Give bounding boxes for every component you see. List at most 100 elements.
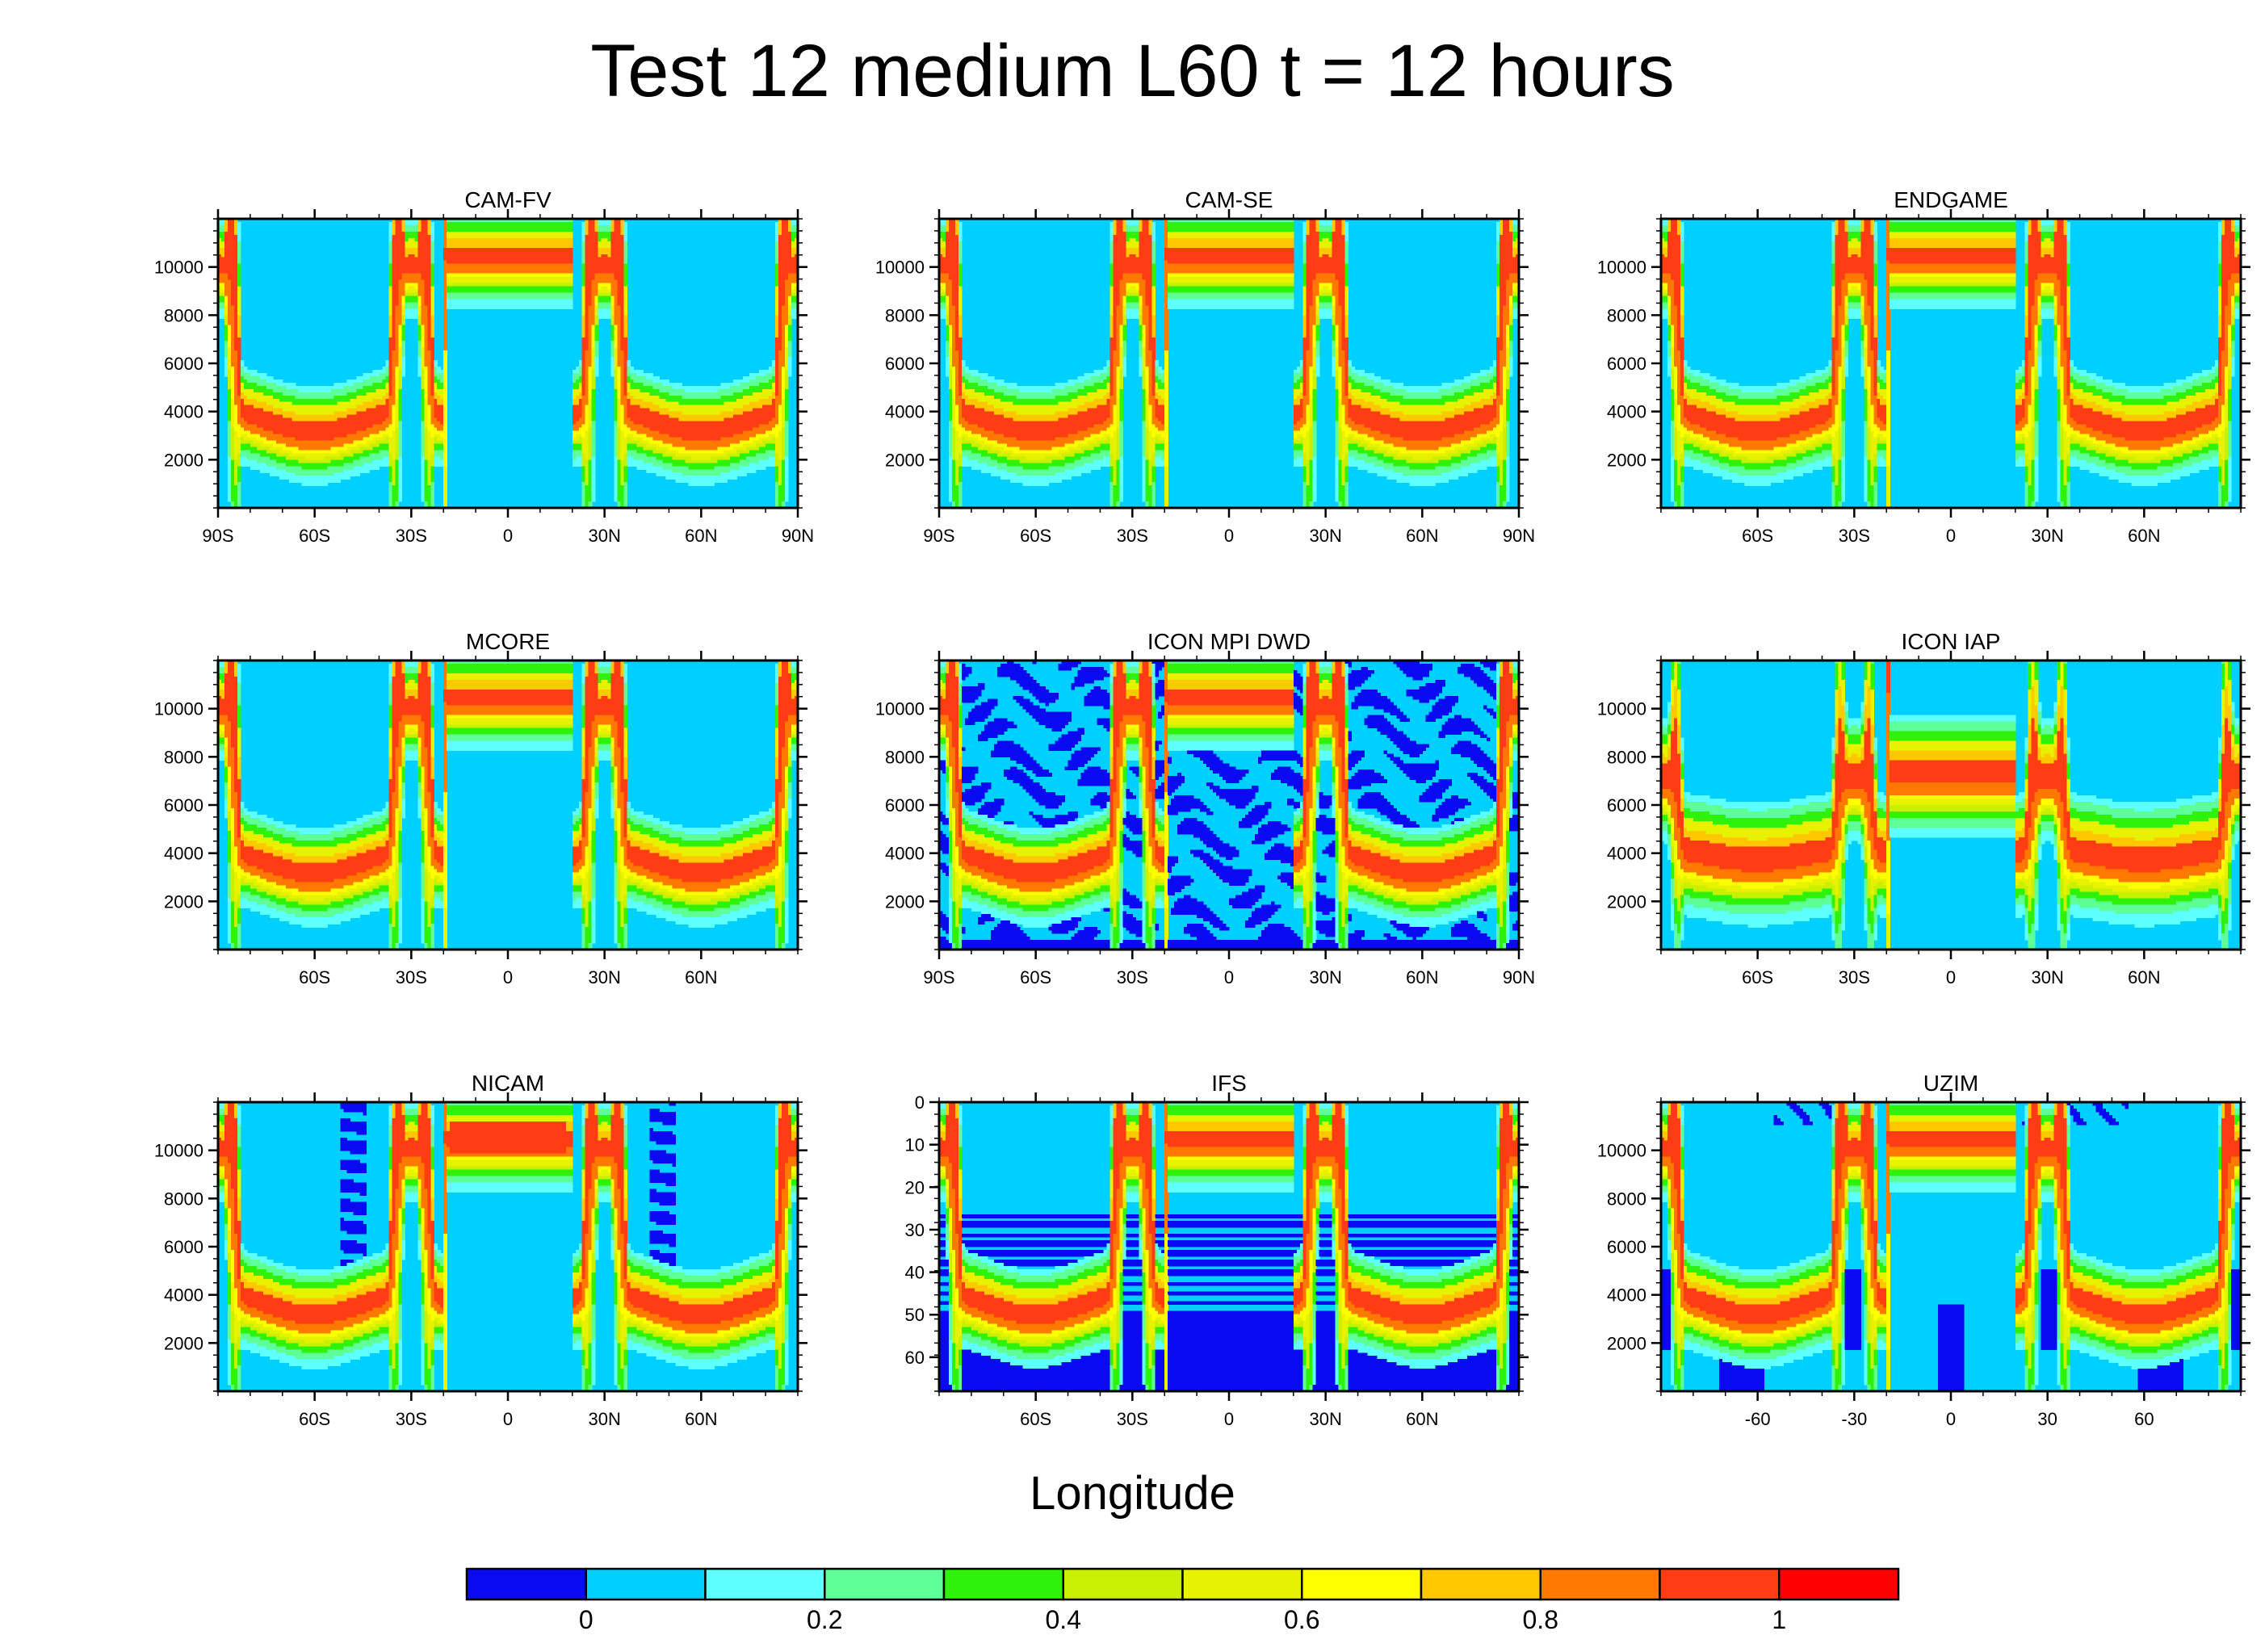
heatmap-cell — [1109, 382, 1114, 387]
heatmap-cell — [1306, 224, 1311, 229]
heatmap-cell — [951, 469, 956, 473]
heatmap-cell — [620, 417, 625, 422]
heatmap-cell — [958, 408, 963, 413]
heatmap-cell — [572, 421, 577, 426]
heatmap-cell — [665, 476, 737, 480]
heatmap-cell — [778, 482, 782, 486]
heatmap-cell — [1296, 395, 1304, 400]
heatmap-cell — [775, 434, 779, 438]
heatmap-cell — [623, 382, 628, 387]
heatmap-cell — [782, 505, 786, 509]
heatmap-cell — [333, 472, 361, 476]
heatmap-cell — [1145, 443, 1149, 448]
heatmap-cell — [443, 283, 447, 287]
heatmap-cell — [1113, 421, 1117, 426]
heatmap-cell — [1357, 430, 1382, 435]
heatmap-cell — [588, 450, 593, 454]
heatmap-cell — [782, 430, 786, 435]
heatmap-cell — [388, 234, 392, 239]
heatmap-cell — [424, 401, 428, 406]
heatmap-cell — [643, 398, 667, 403]
heatmap-cell — [443, 234, 447, 239]
heatmap-cell — [610, 344, 615, 348]
heatmap-cell — [392, 501, 396, 505]
heatmap-cell — [1344, 260, 1349, 265]
heatmap-cell — [749, 450, 766, 454]
heatmap-cell — [948, 434, 953, 438]
heatmap-cell — [623, 430, 638, 435]
heatmap-cell — [1312, 440, 1317, 445]
heatmap-cell — [395, 334, 399, 338]
heatmap-cell — [1302, 270, 1307, 275]
heatmap-cell — [398, 360, 402, 364]
heatmap-cell — [675, 453, 728, 457]
heatmap-cell — [958, 363, 963, 367]
heatmap-cell — [1458, 450, 1471, 454]
heatmap-cell — [1335, 357, 1340, 361]
heatmap-cell — [218, 260, 238, 265]
heatmap-cell — [237, 495, 241, 499]
heatmap-cell — [233, 385, 238, 390]
heatmap-cell — [237, 331, 241, 335]
heatmap-cell — [1093, 369, 1108, 374]
heatmap-cell — [623, 372, 628, 377]
heatmap-cell — [427, 505, 431, 509]
heatmap-cell — [1164, 440, 1168, 445]
heatmap-cell — [954, 312, 959, 316]
heatmap-cell — [1309, 338, 1314, 342]
heatmap-cell — [759, 369, 773, 374]
heatmap-cell — [1058, 401, 1085, 406]
heatmap-cell — [598, 296, 612, 300]
heatmap-cell — [948, 318, 956, 322]
heatmap-cell — [230, 372, 235, 377]
heatmap-cell — [1151, 315, 1156, 319]
heatmap-cell — [434, 398, 438, 403]
heatmap-cell — [1148, 228, 1152, 233]
heatmap-cell — [1000, 398, 1072, 403]
heatmap-cell — [1293, 447, 1304, 451]
heatmap-cell — [1500, 354, 1507, 358]
heatmap-cell — [623, 263, 628, 268]
heatmap-cell — [662, 466, 689, 470]
heatmap-cell — [1312, 299, 1317, 304]
heatmap-cell — [1302, 305, 1307, 309]
heatmap-cell — [588, 411, 593, 416]
heatmap-cell — [1122, 308, 1126, 312]
heatmap-cell — [1164, 318, 1168, 322]
heatmap-cell — [392, 244, 405, 249]
heatmap-cell — [1500, 382, 1504, 387]
heatmap-cell — [218, 257, 238, 262]
heatmap-cell — [775, 463, 782, 467]
heatmap-cell — [1126, 234, 1139, 239]
heatmap-cell — [733, 447, 747, 451]
heatmap-cell — [948, 417, 953, 422]
x-tick-label: 90S — [202, 526, 233, 546]
heatmap-cell — [1151, 466, 1156, 470]
heatmap-cell — [1302, 334, 1307, 338]
heatmap-cell — [1302, 221, 1307, 226]
heatmap-cell — [427, 408, 431, 413]
heatmap-cell — [588, 228, 596, 233]
heatmap-cell — [1312, 459, 1317, 463]
heatmap-cell — [392, 421, 396, 426]
heatmap-cell — [1119, 354, 1123, 358]
heatmap-cell — [1341, 401, 1349, 406]
heatmap-cell — [1116, 369, 1120, 374]
heatmap-cell — [1480, 447, 1497, 451]
heatmap-cell — [434, 385, 438, 390]
heatmap-cell — [1293, 392, 1301, 396]
heatmap-cell — [1109, 360, 1114, 364]
heatmap-cell — [417, 312, 422, 316]
heatmap-cell — [1116, 382, 1120, 387]
heatmap-cell — [990, 447, 1005, 451]
heatmap-cell — [379, 372, 390, 377]
heatmap-cell — [1364, 424, 1481, 429]
heatmap-cell — [948, 328, 953, 332]
heatmap-cell — [1380, 443, 1395, 448]
heatmap-cell — [1461, 453, 1478, 457]
heatmap-cell — [346, 408, 367, 413]
heatmap-cell — [385, 382, 390, 387]
heatmap-cell — [1306, 405, 1311, 409]
heatmap-cell — [237, 375, 241, 380]
heatmap-cell — [620, 476, 625, 480]
